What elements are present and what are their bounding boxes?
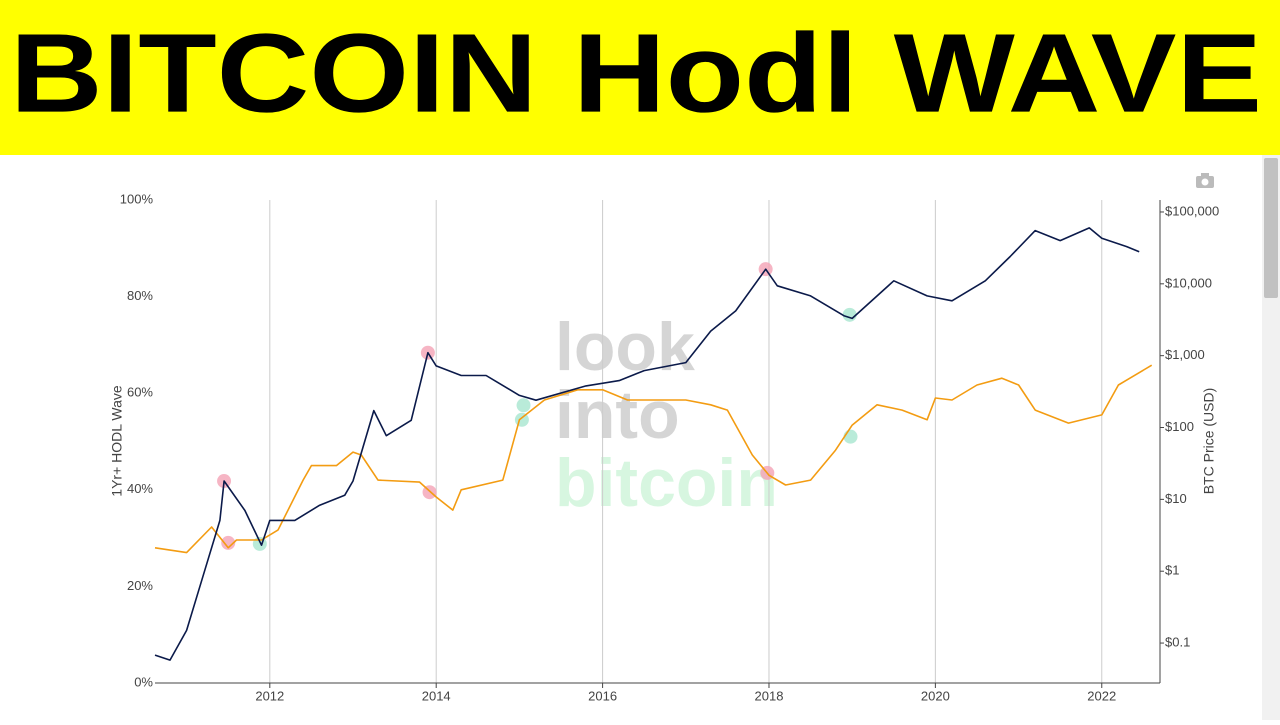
- marker: [842, 307, 857, 322]
- y2-axis-title: BTC Price (USD): [1201, 388, 1217, 495]
- marker: [843, 429, 858, 444]
- y2-tick-label: $10: [1165, 491, 1187, 506]
- y-tick-label: 40%: [127, 481, 153, 496]
- page-title: BITCOIN Hodl WAVE: [10, 11, 1262, 136]
- y2-tick-label: $1: [1165, 563, 1179, 578]
- y2-tick-label: $10,000: [1165, 275, 1212, 290]
- marker: [252, 536, 267, 551]
- watermark-text: into: [555, 377, 680, 453]
- y-tick-label: 80%: [127, 288, 153, 303]
- watermark-text: bitcoin: [555, 445, 778, 521]
- y-axis-title: 1Yr+ HODL Wave: [109, 385, 125, 497]
- x-tick-label: 2018: [755, 688, 784, 703]
- y-tick-label: 0%: [134, 674, 153, 689]
- x-tick-label: 2022: [1087, 688, 1116, 703]
- x-tick-label: 2016: [588, 688, 617, 703]
- marker: [516, 398, 531, 413]
- scrollbar-thumb[interactable]: [1264, 158, 1278, 298]
- y2-tick-label: $100,000: [1165, 203, 1219, 218]
- watermark: look into bitcoin: [555, 309, 778, 521]
- y2-tick-label: $100: [1165, 419, 1194, 434]
- x-tick-label: 2012: [255, 688, 284, 703]
- title-banner: [0, 0, 1280, 155]
- watermark-text: look: [555, 309, 695, 385]
- series-line: [154, 364, 1153, 554]
- y-tick-label: 20%: [127, 578, 153, 593]
- y-tick-label: 100%: [120, 191, 154, 206]
- y-tick-label: 60%: [127, 385, 153, 400]
- x-tick-label: 2020: [921, 688, 950, 703]
- y2-tick-label: $0.1: [1165, 634, 1190, 649]
- series-line: [154, 227, 1140, 661]
- marker: [221, 535, 236, 550]
- x-tick-label: 2014: [422, 688, 451, 703]
- y2-tick-label: $1,000: [1165, 347, 1205, 362]
- camera-icon[interactable]: [1196, 173, 1214, 188]
